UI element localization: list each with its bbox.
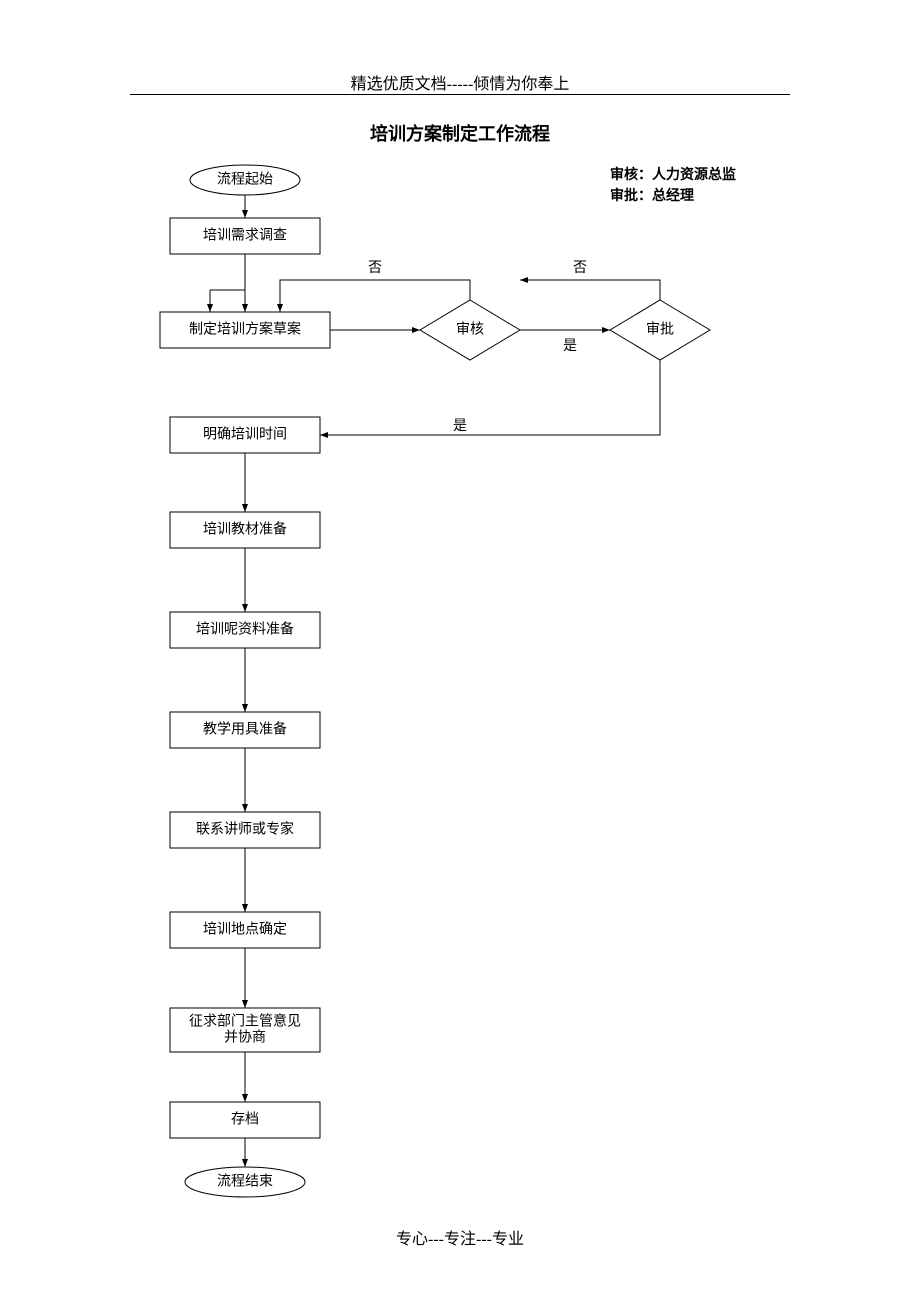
node-label-n9: 并协商 <box>224 1030 266 1046</box>
page-footer: 专心---专注---专业 <box>0 1225 920 1249</box>
flowchart-container: 流程起始培训需求调查制定培训方案草案 审核 审批明确培训时间培训教材准备培训呢资料准… <box>130 160 790 1220</box>
header-separator <box>130 94 790 95</box>
node-label-n3: 明确培训时间 <box>203 427 287 443</box>
node-label-n2: 制定培训方案草案 <box>189 321 301 338</box>
node-label-n4: 培训教材准备 <box>203 521 287 538</box>
node-label-d2: 审批 <box>646 322 674 338</box>
edge-label-3: 是 <box>563 339 577 354</box>
node-label-n6: 教学用具准备 <box>203 721 287 738</box>
node-label-n7: 联系讲师或专家 <box>196 821 294 838</box>
edge-5 <box>520 280 660 300</box>
node-label-start: 流程起始 <box>217 172 273 188</box>
edge-label-4: 否 <box>368 261 382 276</box>
flowchart-svg: 流程起始培训需求调查制定培训方案草案 审核 审批明确培训时间培训教材准备培训呢资料准… <box>130 160 790 1220</box>
edge-label-6: 是 <box>453 419 467 434</box>
edge-label-5: 否 <box>573 261 587 276</box>
node-label-d1: 审核 <box>456 322 484 338</box>
node-label-n10: 存档 <box>231 1112 259 1128</box>
node-label-n5: 培训呢资料准备 <box>196 621 294 638</box>
node-label-n8: 培训地点确定 <box>203 922 287 938</box>
page-title: 培训方案制定工作流程 <box>0 120 920 146</box>
node-label-n1: 培训需求调查 <box>203 228 287 244</box>
node-label-n9: 征求部门主管意见 <box>189 1013 301 1030</box>
edge-4 <box>280 280 470 312</box>
page-header: 精选优质文档-----倾情为你奉上 <box>0 70 920 94</box>
edge-6 <box>320 360 660 435</box>
node-label-end: 流程结束 <box>217 1174 273 1190</box>
